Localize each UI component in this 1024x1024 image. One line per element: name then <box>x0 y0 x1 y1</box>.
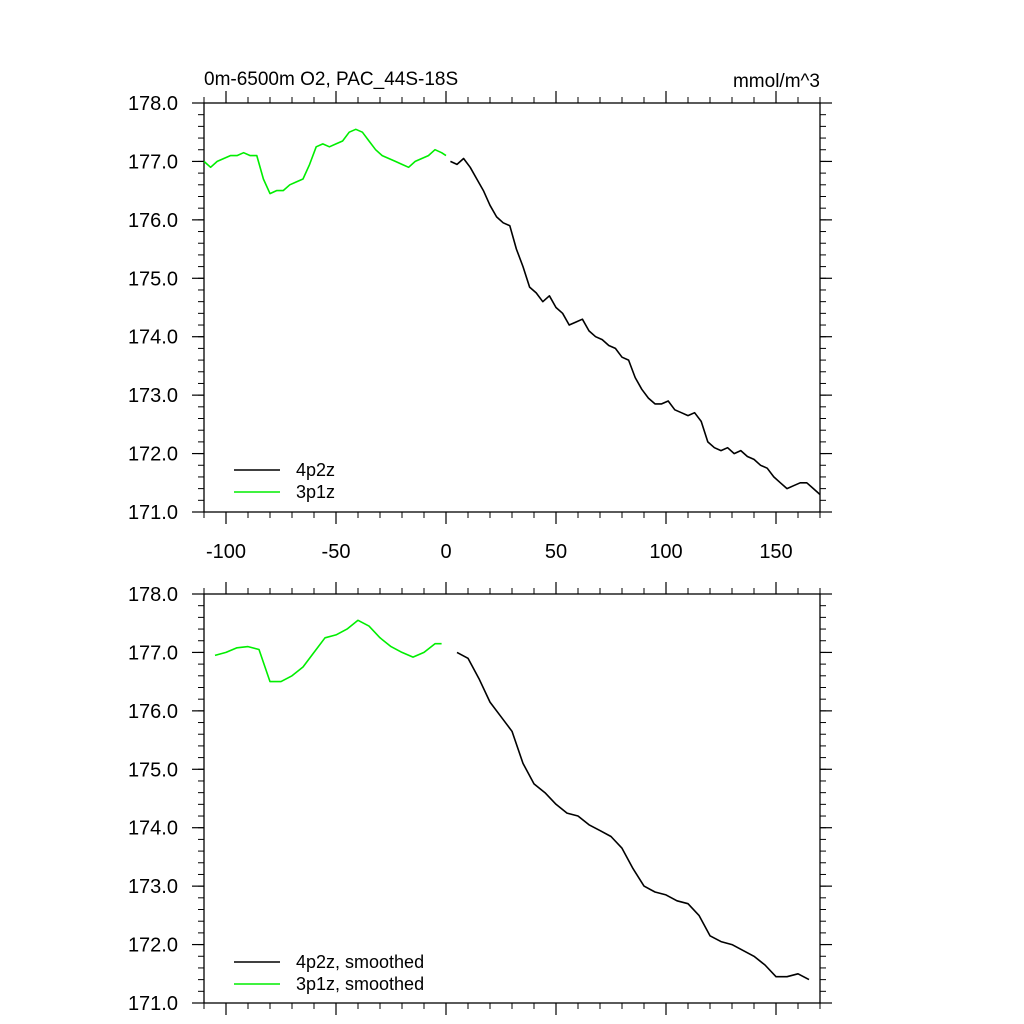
y-tick-label: 171.0 <box>128 502 178 524</box>
x-tick-label: 100 <box>649 541 682 563</box>
bottom-panel: 171.0 172.0 173.0 174.0 175.0 176.0 177.0 178.0… <box>128 582 832 1015</box>
plot-frame <box>203 102 821 513</box>
y-tick-label: 176.0 <box>128 210 178 232</box>
y-tick-label: 171.0 <box>128 993 178 1015</box>
y-tick-label: 174.0 <box>128 327 178 349</box>
y-tick-label: 175.0 <box>128 268 178 290</box>
x-tick-label: 0 <box>440 541 451 563</box>
series-line-black <box>450 157 821 496</box>
y-tick-label: 173.0 <box>128 385 178 407</box>
x-tick-label: -50 <box>322 541 351 563</box>
plot-frame <box>203 593 821 1004</box>
y-tick-label: 175.0 <box>128 759 178 781</box>
x-tick-label: -100 <box>206 541 246 563</box>
series-line-black <box>456 651 810 981</box>
y-tick-label: 174.0 <box>128 818 178 840</box>
y-tick-label: 177.0 <box>128 151 178 173</box>
top-panel: 0m-6500m O2, PAC_44S-18S mmol/m^3 -100 -5… <box>128 69 832 563</box>
units-label: mmol/m^3 <box>733 71 820 92</box>
y-tick-label: 172.0 <box>128 444 178 466</box>
legend-label: 4p2z <box>296 460 335 480</box>
y-tick-label: 178.0 <box>128 93 178 115</box>
x-tick-label: 150 <box>759 541 792 563</box>
y-tick-label: 177.0 <box>128 642 178 664</box>
y-tick-label: 172.0 <box>128 935 178 957</box>
chart-title: 0m-6500m O2, PAC_44S-18S <box>204 69 458 90</box>
y-tick-label: 173.0 <box>128 876 178 898</box>
legend-label: 3p1z, smoothed <box>296 974 424 994</box>
series-line-green <box>203 128 447 195</box>
legend-label: 4p2z, smoothed <box>296 952 424 972</box>
series-line-green <box>214 619 442 683</box>
x-tick-label: 50 <box>545 541 567 563</box>
y-tick-label: 178.0 <box>128 584 178 606</box>
legend-label: 3p1z <box>296 482 335 502</box>
y-tick-label: 176.0 <box>128 701 178 723</box>
